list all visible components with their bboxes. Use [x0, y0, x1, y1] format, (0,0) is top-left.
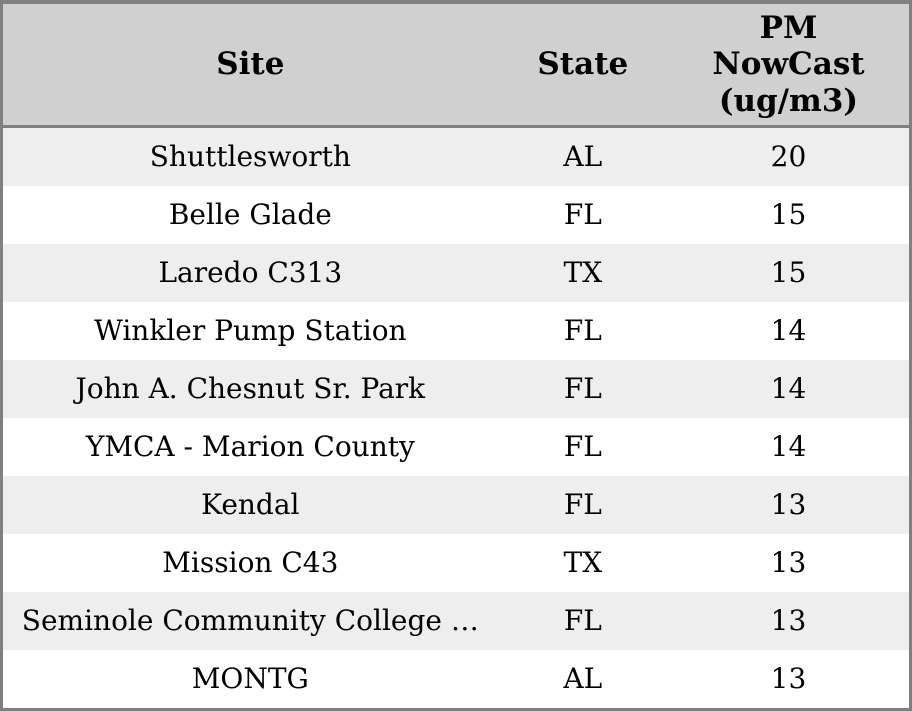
pm-nowcast-cell: 15: [770, 198, 807, 232]
table-row: Shuttlesworth AL 20: [3, 128, 909, 186]
site-cell: Mission C43: [162, 546, 339, 580]
table-row: John A. Chesnut Sr. Park FL 14: [3, 360, 909, 418]
site-cell: YMCA - Marion County: [85, 430, 415, 464]
pm-nowcast-cell: 14: [770, 314, 807, 348]
table-row: Mission C43 TX 13: [3, 534, 909, 592]
state-cell: FL: [563, 314, 602, 348]
state-cell: FL: [563, 430, 602, 464]
pm-nowcast-cell: 13: [770, 488, 807, 522]
pm-nowcast-cell: 20: [770, 140, 807, 174]
state-cell: TX: [563, 256, 603, 290]
pm-nowcast-cell: 14: [770, 372, 807, 406]
pm-nowcast-cell: 13: [770, 546, 807, 580]
table-row: Kendal FL 13: [3, 476, 909, 534]
site-cell: John A. Chesnut Sr. Park: [75, 372, 426, 406]
state-cell: FL: [563, 198, 602, 232]
state-cell: TX: [563, 546, 603, 580]
site-cell: Laredo C313: [158, 256, 343, 290]
pm-nowcast-cell: 13: [770, 604, 807, 638]
table-row: YMCA - Marion County FL 14: [3, 418, 909, 476]
state-cell: FL: [563, 372, 602, 406]
column-header-site: Site: [216, 46, 285, 83]
column-header-pm-nowcast: PM NowCast (ug/m3): [712, 9, 865, 119]
pm-nowcast-cell: 13: [770, 662, 807, 696]
state-cell: FL: [563, 488, 602, 522]
site-cell: Belle Glade: [168, 198, 332, 232]
state-cell: FL: [563, 604, 602, 638]
site-cell: Winkler Pump Station: [94, 314, 407, 348]
table-row: Belle Glade FL 15: [3, 186, 909, 244]
pm-nowcast-cell: 14: [770, 430, 807, 464]
site-cell: Shuttlesworth: [149, 140, 351, 174]
site-cell: MONTG: [191, 662, 309, 696]
state-cell: AL: [563, 662, 603, 696]
table-header-row: Site State PM NowCast (ug/m3): [3, 4, 909, 128]
table-row: Winkler Pump Station FL 14: [3, 302, 909, 360]
table-body: Shuttlesworth AL 20 Belle Glade FL 15 La…: [3, 128, 909, 708]
table-row: Laredo C313 TX 15: [3, 244, 909, 302]
pm-nowcast-cell: 15: [770, 256, 807, 290]
site-cell: Kendal: [201, 488, 300, 522]
state-cell: AL: [563, 140, 603, 174]
site-cell: Seminole Community College …: [21, 604, 479, 638]
table-row: Seminole Community College … FL 13: [3, 592, 909, 650]
table-row: MONTG AL 13: [3, 650, 909, 708]
column-header-state: State: [537, 46, 629, 83]
